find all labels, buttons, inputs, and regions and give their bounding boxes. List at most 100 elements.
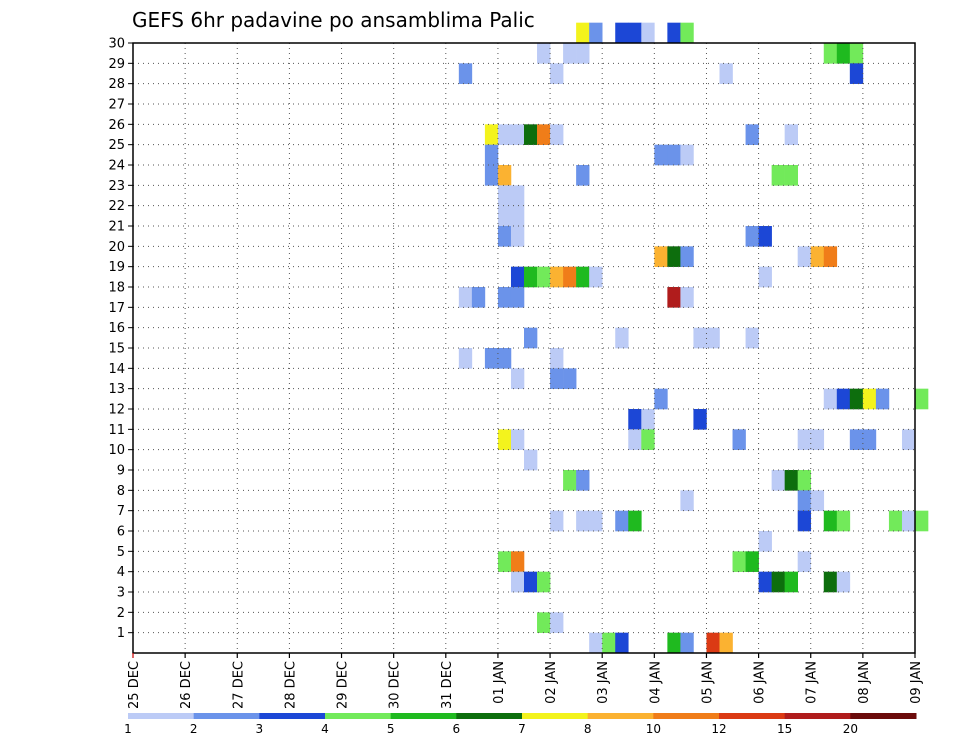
heatmap-cell [862, 388, 877, 410]
heatmap-cell [810, 246, 825, 267]
heatmap-cell [484, 144, 499, 166]
colorbar-swatch [784, 713, 851, 719]
heatmap-cell [497, 205, 512, 227]
heatmap-cell [784, 124, 798, 145]
heatmap-cell [745, 327, 759, 349]
heatmap-cell [589, 632, 603, 654]
heatmap-cell [654, 246, 668, 267]
heatmap-cell [758, 571, 772, 593]
heatmap-cell [628, 510, 642, 532]
heatmap-cell [537, 571, 551, 593]
y-tick-label: 6 [117, 525, 125, 540]
grid-lines [133, 43, 915, 653]
heatmap-cell [667, 246, 681, 267]
colorbar-swatch [850, 713, 917, 719]
heatmap-cell [641, 22, 655, 44]
heatmap-cell [641, 409, 655, 430]
heatmap-cell [888, 510, 903, 532]
heatmap-cell [537, 612, 551, 633]
heatmap-cell [524, 449, 538, 471]
colorbar: 1 2 3 4 5 6 7 8 10 12 15 20 [124, 713, 917, 736]
y-tick-label: 1 [117, 626, 125, 641]
heatmap-cell [667, 287, 681, 308]
heatmap-cell [836, 510, 851, 532]
heatmap-cell [797, 490, 812, 511]
colorbar-swatch [456, 713, 523, 719]
y-tick-label: 12 [108, 403, 125, 418]
colorbar-swatch [128, 713, 195, 719]
heatmap-cell [771, 470, 785, 491]
heatmap-cell [510, 124, 525, 145]
heatmap-cell [784, 571, 798, 593]
x-tick-label: 27 DEC [231, 661, 246, 709]
heatmap-cell [497, 226, 512, 247]
heatmap-cell [615, 632, 629, 654]
y-tick-label: 18 [108, 281, 125, 296]
x-tick-label: 25 DEC [127, 661, 142, 709]
y-tick-label: 8 [117, 484, 125, 499]
x-tick-label: 05 JAN [700, 661, 715, 704]
heatmap-cell [524, 266, 538, 288]
colorbar-swatch [522, 713, 589, 719]
colorbar-swatch [719, 713, 786, 719]
y-axis-ticks: 1234567891011121314151617181920212223242… [108, 37, 133, 641]
heatmap-cell [680, 246, 694, 267]
heatmap-cell [537, 43, 551, 64]
heatmap-cell [745, 226, 759, 247]
heatmap-cell [654, 144, 668, 166]
heatmap-cell [628, 409, 642, 430]
heatmap-cell [797, 551, 812, 572]
colorbar-swatch [653, 713, 720, 719]
colorbar-label: 12 [711, 722, 726, 736]
heatmap-cell [667, 144, 681, 166]
heatmap-cell [510, 287, 525, 308]
heatmap-cell [497, 124, 512, 145]
colorbar-label: 15 [777, 722, 792, 736]
heatmap-cell [497, 429, 512, 450]
heatmap-cell [497, 551, 512, 572]
heatmap-cell [862, 429, 877, 450]
x-tick-label: 31 DEC [440, 661, 455, 709]
heatmap-cell [550, 124, 564, 145]
y-tick-label: 5 [117, 545, 125, 560]
y-tick-label: 26 [108, 118, 125, 133]
y-tick-label: 22 [108, 199, 125, 214]
heatmap-cell [576, 165, 590, 186]
heatmap-cell [537, 124, 551, 145]
heatmap-cell [510, 368, 525, 389]
chart-title: GEFS 6hr padavine po ansamblima Palic [132, 8, 535, 32]
heatmap-cell [680, 632, 694, 654]
heatmap-cell [563, 43, 577, 64]
x-tick-label: 30 DEC [388, 661, 403, 709]
y-tick-label: 30 [108, 37, 125, 52]
x-tick-label: 04 JAN [648, 661, 663, 704]
x-axis-ticks: 25 DEC 26 DEC 27 DEC 28 DEC 29 DEC 30 DEC 31 D… [127, 653, 924, 709]
x-tick-label: 26 DEC [179, 661, 194, 709]
heatmap-cell [484, 124, 499, 145]
heatmap-cell [732, 551, 746, 572]
x-tick-label: 06 JAN [753, 661, 768, 704]
heatmap-cell [563, 368, 577, 389]
heatmap-cell [497, 287, 512, 308]
heatmap-cell [823, 388, 838, 410]
colorbar-label: 7 [518, 722, 526, 736]
heatmap-cell [680, 144, 694, 166]
heatmap-cell [810, 490, 825, 511]
heatmap-cell [550, 348, 564, 369]
heatmap-cell [550, 63, 564, 84]
heatmap-cell [576, 43, 590, 64]
heatmap-cell [745, 551, 759, 572]
heatmap-cell [510, 185, 525, 206]
heatmap-cell [524, 327, 538, 349]
heatmap-cell [823, 571, 838, 593]
heatmap-cell [497, 348, 512, 369]
heatmap-cell [576, 266, 590, 288]
heatmap-cell [719, 632, 733, 654]
y-tick-label: 4 [117, 565, 125, 580]
colorbar-label: 6 [453, 722, 461, 736]
heatmap-cell [836, 43, 851, 64]
heatmap-cell [589, 510, 603, 532]
heatmap-cell [497, 185, 512, 206]
y-tick-label: 21 [108, 220, 125, 235]
heatmap-cell [901, 429, 916, 450]
